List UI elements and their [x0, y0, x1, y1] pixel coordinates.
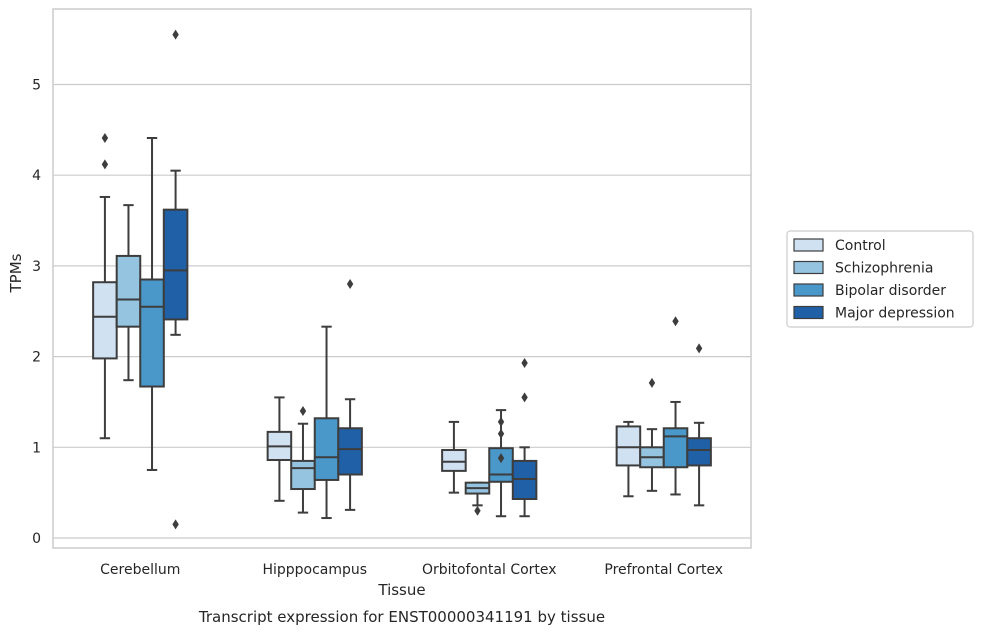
x-tick-label: Hipppocampus	[262, 562, 367, 578]
box-body	[115, 254, 142, 328]
box-body	[441, 449, 467, 472]
y-tick-label: 1	[32, 440, 41, 456]
box-2-1	[313, 325, 340, 520]
box-3-3	[686, 343, 712, 507]
x-tick-label: Cerebellum	[100, 562, 180, 578]
legend-swatch	[793, 305, 824, 320]
legend-label: Bipolar disorder	[835, 283, 946, 299]
box-body	[290, 459, 316, 491]
outlier-point	[346, 279, 354, 290]
box-body	[615, 425, 642, 467]
y-axis-label: TPMs	[7, 253, 25, 293]
legend-frame	[786, 230, 974, 328]
legend-swatch	[793, 260, 824, 275]
legend-label: Schizophrenia	[835, 261, 933, 277]
outlier-point	[101, 133, 109, 144]
outlier-point	[672, 316, 679, 327]
outlier-point	[497, 453, 505, 464]
y-tick-label: 5	[32, 78, 41, 94]
outlier-point	[299, 406, 307, 417]
legend-label: Control	[835, 238, 886, 254]
box-1-1	[290, 406, 316, 514]
y-tick-label: 0	[32, 531, 41, 547]
y-axis: 0 1 2 3 4 5	[32, 78, 41, 548]
outlier-point	[101, 159, 109, 170]
legend-swatch	[793, 283, 824, 297]
box-3-1	[337, 279, 363, 511]
box-0-1	[266, 396, 293, 502]
y-tick-label: 2	[32, 350, 41, 366]
legend: Control Schizophrenia Bipolar disorder Majo…	[786, 230, 974, 328]
outlier-point	[648, 377, 656, 388]
outlier-point	[521, 392, 528, 403]
legend-label: Major depression	[835, 306, 955, 322]
box-body	[313, 417, 340, 481]
box-0-3	[615, 420, 642, 498]
legend-swatch	[793, 238, 824, 252]
x-tick-label: Orbitofontal Cortex	[422, 562, 557, 578]
box-3-2	[511, 357, 538, 518]
box-1-2	[464, 481, 491, 516]
box-1-3	[639, 377, 665, 492]
y-tick-label: 3	[32, 259, 41, 275]
plot-area	[52, 8, 752, 549]
chart-caption: Transcript expression for ENST0000034119…	[198, 608, 605, 626]
y-tick-label: 4	[32, 168, 41, 184]
box-2-0	[139, 137, 165, 471]
box-body	[92, 281, 118, 360]
box-body	[686, 437, 712, 467]
box-3-0	[162, 29, 189, 530]
boxes	[92, 29, 712, 530]
box-body	[662, 427, 689, 469]
x-axis-label: Tissue	[377, 581, 425, 599]
outlier-point	[695, 343, 703, 354]
box-1-0	[115, 204, 142, 382]
box-body	[162, 208, 189, 321]
box-2-3	[662, 316, 689, 496]
box-0-0	[92, 133, 118, 440]
box-body	[139, 278, 165, 388]
outlier-point	[474, 505, 481, 516]
outlier-point	[497, 416, 505, 427]
outlier-point	[172, 519, 179, 530]
x-tick-label: Prefrontal Cortex	[604, 562, 723, 578]
outlier-point	[497, 428, 505, 439]
box-2-2	[488, 409, 514, 518]
outlier-point	[521, 357, 528, 368]
box-0-2	[441, 420, 467, 494]
outlier-point	[172, 29, 179, 40]
box-body	[337, 427, 363, 476]
x-axis: Cerebellum Hipppocampus Orbitofontal Corte…	[100, 562, 723, 578]
